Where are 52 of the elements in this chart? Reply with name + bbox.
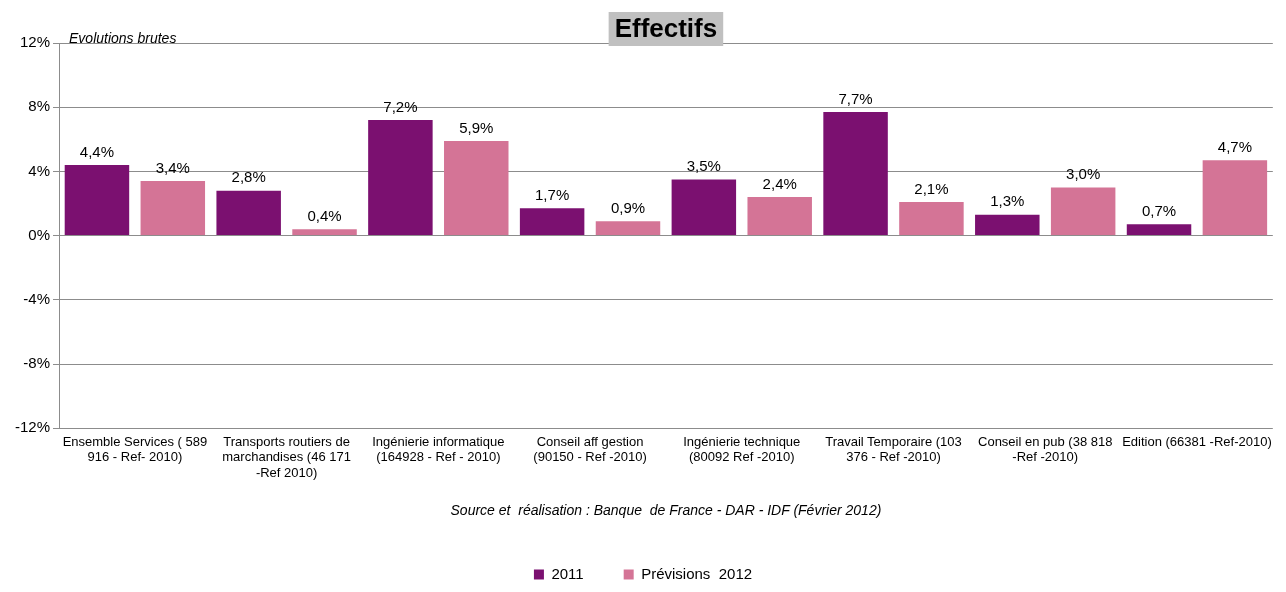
y-tick-label: 4%	[28, 161, 51, 179]
legend-label: 2011	[551, 564, 584, 582]
data-label: 2,1%	[914, 179, 949, 197]
x-tick-label: Ingénierie technique (80092 Ref -2010)	[683, 433, 801, 465]
x-tick-label: Travail Temporaire (103 376 - Ref -2010)	[825, 433, 962, 465]
y-tick-label: -12%	[14, 418, 51, 436]
x-tick-label: Edition (66381 -Ref-2010)	[1122, 433, 1272, 449]
data-label: 7,7%	[838, 89, 873, 107]
data-label: 3,0%	[1066, 165, 1101, 183]
bar	[64, 164, 130, 236]
bar	[519, 208, 585, 236]
x-tick-label: Conseil aff gestion (90150 - Ref -2010)	[533, 433, 647, 465]
bar	[444, 140, 509, 236]
bar	[1126, 224, 1192, 236]
bar	[595, 221, 661, 236]
bar	[747, 197, 812, 236]
data-label: 2,8%	[231, 168, 266, 186]
annotation: Evolutions brutes	[69, 29, 177, 46]
bar	[823, 112, 888, 236]
bar	[899, 201, 964, 236]
chart-title: Effectifs	[614, 13, 718, 44]
legend-label: Prévisions 2012	[641, 564, 753, 582]
data-label: 1,7%	[535, 185, 570, 203]
bar	[292, 229, 357, 236]
y-tick-label: 0%	[28, 225, 51, 243]
data-label: 1,3%	[990, 192, 1025, 210]
bar	[975, 214, 1040, 236]
data-label: 4,7%	[1217, 137, 1252, 155]
x-tick-label: Ensemble Services ( 589 916 - Ref- 2010)	[62, 433, 208, 465]
y-tick-label: 8%	[28, 97, 51, 115]
bar	[1202, 160, 1268, 236]
bar	[140, 181, 206, 236]
y-tick-label: -8%	[23, 354, 51, 372]
data-label: 7,2%	[383, 97, 418, 115]
data-label: 2,4%	[762, 174, 797, 192]
bar	[216, 190, 281, 236]
data-label: 4,4%	[79, 142, 115, 160]
data-label: 3,4%	[155, 158, 190, 176]
bar	[1050, 187, 1116, 236]
bar	[368, 120, 433, 236]
x-tick-label: Transports routiers de marchandises (46 171 -Ref 2010)	[222, 433, 351, 480]
data-label: 0,9%	[610, 198, 646, 216]
data-label: 0,4%	[307, 206, 342, 224]
x-tick-label: Ingénierie informatique (164928 - Ref - 2010)	[372, 433, 505, 465]
data-label: 5,9%	[459, 118, 494, 136]
source-note: Source et réalisation : Banque de France - DAR - IDF (Février 2012)	[450, 501, 882, 518]
data-label: 0,7%	[1141, 202, 1177, 220]
x-tick-label: Conseil en pub (38 818 -Ref -2010)	[978, 433, 1113, 465]
y-tick-label: -4%	[23, 289, 51, 307]
bar	[671, 179, 737, 236]
data-label: 3,5%	[686, 157, 721, 175]
y-tick-label: 12%	[19, 33, 51, 51]
